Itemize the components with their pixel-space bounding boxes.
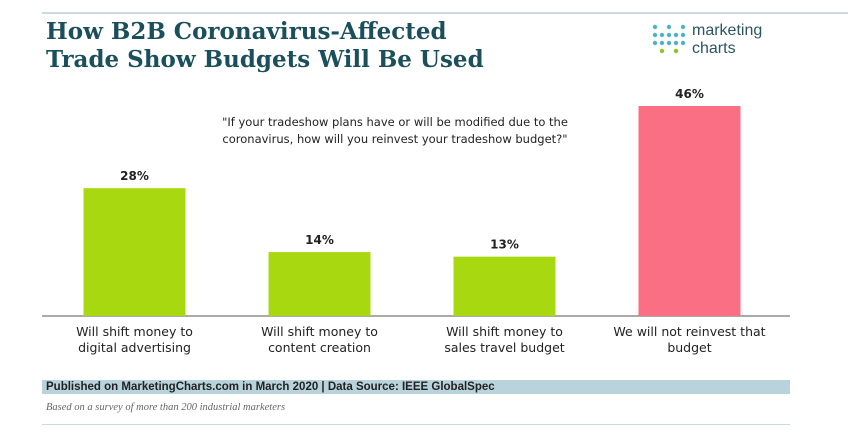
data-label-3: 13%: [490, 238, 519, 252]
category-label-3-line-2: sales travel budget: [444, 340, 564, 355]
chart-title-line-2: Trade Show Budgets Will Be Used: [46, 46, 484, 73]
bar-4: [638, 106, 741, 316]
data-label-1: 28%: [120, 169, 149, 183]
category-label-3-line-1: Will shift money to: [446, 324, 563, 339]
source-line: Published on MarketingCharts.com in Marc…: [46, 381, 495, 393]
category-label-1-line-2: digital advertising: [78, 340, 191, 355]
survey-question-line-2: coronavirus, how will you reinvest your …: [222, 132, 568, 146]
category-label-2-line-2: content creation: [268, 340, 371, 355]
category-label-4-line-2: budget: [667, 340, 711, 355]
footer-bar: [42, 380, 790, 394]
logo-word-1: marketing: [692, 22, 763, 39]
category-label-1-line-1: Will shift money to: [76, 324, 193, 339]
survey-question: "If your tradeshow plans have or will be…: [200, 114, 590, 148]
bar-1: [83, 188, 186, 316]
logo-wordmark: marketing charts: [692, 22, 762, 58]
bar-3: [453, 256, 556, 316]
logo-dots-icon: [652, 24, 686, 54]
data-label-2: 14%: [305, 233, 334, 247]
survey-note: Based on a survey of more than 200 indus…: [46, 402, 286, 413]
survey-question-line-1: "If your tradeshow plans have or will be…: [222, 115, 568, 129]
chart-title-line-1: How B2B Coronavirus-Affected: [46, 18, 447, 45]
category-label-2-line-1: Will shift money to: [261, 324, 378, 339]
bar-2: [268, 252, 371, 316]
category-label-4-line-1: We will not reinvest that: [613, 324, 765, 339]
marketing-charts-logo: marketing charts: [652, 22, 832, 62]
top-rule: [42, 12, 848, 14]
bottom-rule: [42, 424, 790, 425]
chart-title: How B2B Coronavirus-Affected Trade Show …: [46, 18, 606, 74]
data-label-4: 46%: [675, 87, 704, 101]
logo-word-2: charts: [692, 40, 736, 57]
